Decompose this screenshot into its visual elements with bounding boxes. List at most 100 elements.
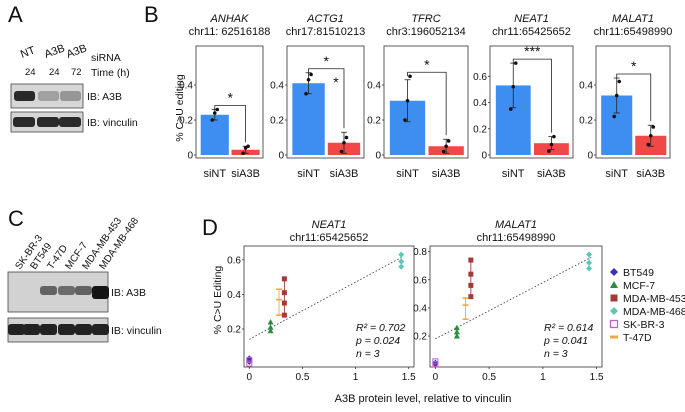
scatter-stat-n: n = 3: [544, 348, 568, 360]
bar-chart-ytick-label: 0: [587, 151, 593, 162]
blot-c-a3b-band: [75, 286, 92, 295]
blot-a-lane-label: A3B: [65, 42, 89, 60]
bar-data-point: [246, 144, 250, 149]
bar-chart-gene-title: ANHAK: [210, 13, 250, 25]
bar-siNT: [200, 114, 229, 155]
scatter-point-MDA-MB-453: [468, 294, 474, 300]
scatter-ytick-label: 0.2: [413, 332, 427, 343]
scatter-locus: chr11:65498990: [477, 232, 556, 244]
bar-data-point: [446, 139, 451, 143]
scatter-xtick-label: 1: [353, 372, 359, 383]
blot-c-vinculin-band: [92, 324, 109, 335]
scatter-ytick-label: 0.6: [227, 255, 241, 266]
blot-c-vinculin-band: [58, 324, 75, 335]
legend-marker-MDA-MB-468: [610, 307, 618, 315]
scatter-point-SK-BR-3: [246, 360, 253, 367]
scatter-stat-r2: R² = 0.702: [356, 322, 405, 334]
blot-a-label-a3b: IB: A3B: [87, 91, 122, 103]
panel-label-b: B: [144, 2, 159, 27]
scatter-xtick-label: 1.5: [402, 372, 416, 383]
blot-a-time-label: 72: [71, 67, 82, 78]
bar-data-point: [511, 84, 516, 89]
scatter-ylabel: % C>U Editing: [212, 266, 224, 335]
bar-chart-frame: [489, 45, 574, 159]
scatter-xtick-label: 0: [247, 372, 253, 383]
blot-c-label-vinculin: IB: vinculin: [111, 325, 162, 337]
blot-c-vinculin-band: [75, 324, 92, 335]
significance-star: *: [227, 90, 233, 106]
bar-data-point: [215, 107, 220, 112]
scatter-gene-title: NEAT1: [312, 219, 347, 231]
bar-chart-ytick-label: 0: [375, 151, 381, 162]
bar-chart-frame: [195, 45, 264, 159]
bar-data-point: [403, 118, 407, 122]
bar-category-label: siNT: [203, 168, 226, 180]
bar-chart-ytick-label: 0.2: [473, 124, 487, 135]
bar-data-point: [306, 77, 311, 82]
bar-chart-gene-title: TFRC: [411, 13, 440, 25]
bar-siNT: [292, 83, 325, 155]
bar-chart-locus: chr11:65498990: [594, 26, 673, 38]
bar-data-point: [408, 74, 412, 79]
significance-bracket: [512, 58, 552, 133]
bar-chart-gene-title: NEAT1: [514, 13, 549, 25]
panel-label-d: D: [202, 215, 218, 240]
bar-data-point: [241, 151, 245, 156]
blot-c-vinculin-band: [8, 324, 25, 335]
bar-data-point: [614, 93, 619, 98]
scatter-point-MDA-MB-468: [586, 251, 593, 258]
bar-chart-ytick-label: 0.4: [270, 81, 284, 92]
legend-marker-T-47D: [610, 335, 618, 339]
scatter-point-MCF-7: [267, 319, 274, 325]
bar-category-label: siNT: [605, 168, 628, 180]
bar-data-point: [513, 61, 518, 65]
bar-chart-frame: [383, 45, 469, 159]
bar-data-point: [344, 135, 349, 140]
bar-chart-ytick-label: 0.4: [179, 81, 193, 92]
scatter-xtick-label: 1.5: [590, 372, 604, 383]
scatter-ytick-label: 0.4: [227, 290, 241, 301]
significance-star: *: [424, 56, 430, 72]
significance-bracket: [616, 73, 652, 122]
scatter-point-MDA-MB-468: [398, 251, 405, 258]
blot-a-time-label: 24: [49, 67, 60, 78]
significance-star: *: [631, 58, 637, 74]
scatter-ytick-label: 0.2: [227, 324, 241, 335]
bar-data-point: [444, 144, 448, 149]
blot-a-time-label: 24: [25, 67, 36, 78]
blot-a-label-vinculin: IB: vinculin: [87, 117, 138, 129]
blot-c-vinculin-band: [40, 324, 57, 335]
bar-chart-ytick-label: 0.4: [367, 81, 381, 92]
blot-a-sirna-label: siRNA: [91, 52, 121, 64]
bar-chart-ytick-label: 0.4: [473, 98, 487, 109]
bar-data-point: [212, 111, 217, 115]
scatter-point-MDA-MB-453: [281, 312, 287, 318]
bar-data-point: [243, 146, 248, 150]
bar-data-point: [309, 72, 313, 77]
legend-label-MDA-MB-453: MDA-MB-453: [623, 293, 685, 305]
scatter-point-SK-BR-3: [246, 357, 253, 364]
scatter-point-MCF-7: [453, 333, 460, 339]
legend-marker-BT549: [610, 268, 618, 276]
blot-c-a3b-band: [40, 286, 57, 295]
scatter-point-MDA-MB-453: [281, 300, 287, 306]
bar-chart-gene-title: ACTG1: [306, 13, 344, 25]
bar-chart-ytick-label: 0: [481, 151, 487, 162]
blot-a-a3b-band: [14, 91, 35, 101]
blot-a-a3b-band: [60, 91, 81, 101]
scatter-ytick-label: 0.4: [413, 303, 427, 314]
bar-chart-frame: [286, 45, 365, 159]
bar-chart-ytick-label: 0.2: [270, 116, 284, 127]
scatter-point-MCF-7: [267, 327, 274, 334]
scatter-point-MDA-MB-468: [586, 265, 593, 272]
scatter-ytick-label: 0.8: [413, 247, 427, 258]
bar-chart-ytick-label: 0.6: [473, 72, 487, 83]
scatter-xtick-label: 0: [433, 372, 439, 383]
blot-a-vinculin-band: [59, 117, 81, 127]
scatter-xtick-label: 0.5: [482, 372, 496, 383]
blot-c-a3b-band: [92, 286, 109, 299]
bar-chart-ytick-label: 0.2: [579, 116, 593, 127]
legend-marker-SK-BR-3: [609, 319, 619, 329]
scatter-point-MCF-7: [267, 324, 274, 330]
bar-chart-ytick-label: 0: [187, 151, 193, 162]
